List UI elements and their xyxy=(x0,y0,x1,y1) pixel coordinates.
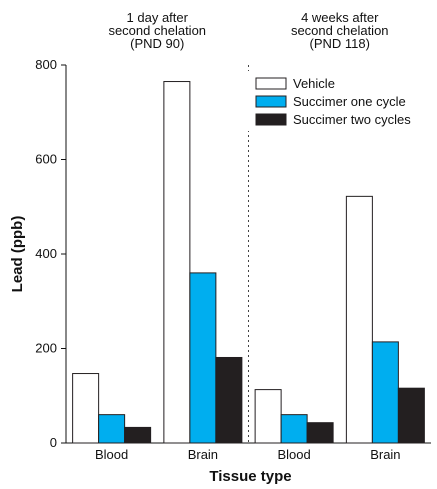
bars xyxy=(72,81,425,444)
bar-vehicle xyxy=(345,195,373,444)
y-tick-label: 600 xyxy=(35,152,57,167)
bar-succimer-two-cycles xyxy=(124,426,152,444)
bar-succimer-two-cycles xyxy=(306,422,334,444)
x-tick-label: Brain xyxy=(370,447,400,462)
bar-succimer-one-cycle xyxy=(98,414,126,444)
y-tick-label: 200 xyxy=(35,341,57,356)
group-header-line: 1 day after xyxy=(127,10,189,25)
bar-succimer-one-cycle xyxy=(280,414,308,444)
y-tick-label: 400 xyxy=(35,246,57,261)
legend-swatch xyxy=(255,95,287,108)
group-header-line: 4 weeks after xyxy=(301,10,379,25)
bar-succimer-one-cycle xyxy=(189,272,217,444)
bar-vehicle xyxy=(72,373,100,444)
legend-swatch xyxy=(255,77,287,90)
bar-succimer-two-cycles xyxy=(397,387,425,444)
bar-vehicle xyxy=(163,81,191,444)
group-header-line: second chelation xyxy=(291,23,389,38)
group-header-line: (PND 118) xyxy=(310,36,370,51)
legend-label: Vehicle xyxy=(293,76,335,91)
y-tick-label: 800 xyxy=(35,57,57,72)
x-ticks: Blood Brain Blood Brain xyxy=(95,447,401,462)
bar-succimer-two-cycles xyxy=(215,356,243,444)
group-header-line: (PND 90) xyxy=(130,36,184,51)
legend-swatch xyxy=(255,113,287,126)
y-axis-title: Lead (ppb) xyxy=(9,216,26,293)
x-tick-label: Blood xyxy=(278,447,311,462)
y-tick-label: 0 xyxy=(50,435,57,450)
y-ticks: 0 200 400 600 800 xyxy=(35,57,66,450)
legend-label: Succimer one cycle xyxy=(293,94,406,109)
x-axis-title: Tissue type xyxy=(209,468,291,485)
x-tick-label: Brain xyxy=(188,447,218,462)
legend-label: Succimer two cycles xyxy=(293,112,411,127)
plot-area: 0 200 400 600 800 Blood Brain Blood Brain xyxy=(35,57,431,462)
bar-succimer-one-cycle xyxy=(371,341,399,444)
legend: Vehicle Succimer one cycle Succimer two cy… xyxy=(248,71,429,131)
group-header-line: second chelation xyxy=(108,23,206,38)
bar-vehicle xyxy=(254,389,282,444)
x-tick-label: Blood xyxy=(95,447,128,462)
